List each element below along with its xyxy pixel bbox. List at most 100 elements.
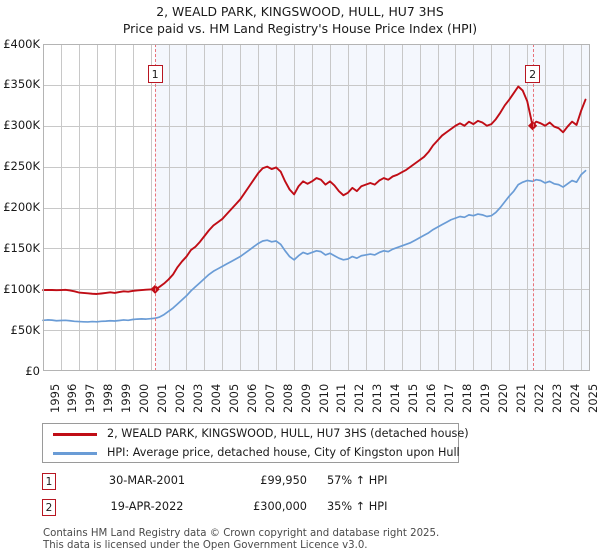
gridline-vertical [78,44,80,371]
gridline-vertical [168,44,170,371]
gridline-vertical [96,44,98,371]
x-axis-tick-label: 2008 [280,383,295,413]
gridline-vertical [276,44,278,371]
gridline-horizontal [43,330,590,332]
gridline-vertical [401,44,403,371]
gridline-horizontal [43,248,590,250]
x-axis-tick-label: 2025 [585,383,600,413]
y-axis-tick-label: £250K [3,159,40,174]
x-axis-tick-label: 2016 [424,383,439,413]
x-axis-tick-label: 2024 [567,383,582,413]
x-axis-tick-label: 2021 [513,383,528,413]
x-axis-tick-label: 2006 [244,383,259,413]
x-axis-tick-label: 2015 [406,383,421,413]
event-marker-badge[interactable]: 2 [525,65,541,83]
event-marker-badge[interactable]: 1 [147,65,163,83]
gridline-vertical [222,44,224,371]
legend-item-price-paid: 2, WEALD PARK, KINGSWOOD, HULL, HU7 3HS … [43,424,469,444]
gridline-horizontal [43,207,590,209]
transaction-hpi-delta: 57% ↑ HPI [327,474,388,487]
gridline-vertical [132,44,134,371]
gridline-horizontal [43,166,590,168]
y-axis-tick-label: £200K [3,200,40,214]
gridline-vertical [186,44,188,371]
gridline-vertical [329,44,331,371]
transaction-price: £300,000 [253,500,307,513]
transaction-price: £99,950 [260,474,307,487]
gridline-vertical [347,44,349,371]
chart-legend: 2, WEALD PARK, KINGSWOOD, HULL, HU7 3HS … [42,423,469,463]
gridline-vertical [419,44,421,371]
y-axis-tick-label: £100K [3,281,40,296]
table-row[interactable]: 1 30-MAR-2001 £99,950 57% ↑ HPI [42,470,472,496]
gridline-vertical [258,44,260,371]
gridline-vertical [491,44,493,371]
gridline-vertical [473,44,475,371]
x-axis-tick-label: 2005 [226,383,241,413]
footer-attribution: Contains HM Land Registry data © Crown c… [43,528,583,552]
gridline-vertical [204,44,206,371]
x-axis-tick-label: 2009 [298,383,313,413]
gridline-horizontal [43,125,590,127]
footer-licence-line: This data is licensed under the Open Gov… [43,540,368,551]
series-line-hpi [42,169,587,323]
x-axis-tick-label: 1995 [47,383,62,413]
gridline-vertical [527,44,529,371]
gridline-vertical [294,44,296,371]
transaction-index-badge: 1 [42,473,56,490]
y-axis-tick-label: £150K [3,240,40,255]
y-axis-tick-label: £350K [3,77,40,92]
gridline-vertical [545,44,547,371]
gridline-horizontal [43,289,590,291]
x-axis-tick-label: 2019 [477,383,492,413]
y-axis-tick-label: £50K [10,322,41,337]
legend-swatch-hpi-icon [53,452,97,455]
gridline-vertical [581,44,583,371]
footer-copyright-line: Contains HM Land Registry data © Crown c… [43,528,440,539]
x-axis-tick-label: 2014 [388,383,403,413]
x-axis-tick-label: 2023 [549,383,564,413]
gridline-horizontal [43,84,590,86]
x-axis-tick-label: 2004 [208,383,223,413]
chart-title-block: 2, WEALD PARK, KINGSWOOD, HULL, HU7 3HS … [0,3,600,37]
series-lines [42,85,587,323]
table-row[interactable]: 2 19-APR-2022 £300,000 35% ↑ HPI [42,496,472,522]
x-axis-tick-label: 2001 [155,383,170,413]
gridline-vertical [60,44,62,371]
gridline-vertical [365,44,367,371]
x-axis-tick-label: 2018 [459,383,474,413]
y-axis-tick-label: £0 [25,363,40,378]
legend-label-price-paid: 2, WEALD PARK, KINGSWOOD, HULL, HU7 3HS … [107,427,469,440]
gridline-vertical [150,44,152,371]
event-marker-line [532,44,534,371]
x-axis-tick-label: 2022 [531,383,546,413]
gridline-vertical [114,44,116,371]
x-axis-tick-label: 2000 [137,383,152,413]
gridline-vertical [509,44,511,371]
transaction-hpi-delta: 35% ↑ HPI [327,500,388,513]
x-axis-tick-label: 2020 [495,383,510,413]
gridline-vertical [563,44,565,371]
legend-label-hpi: HPI: Average price, detached house, City… [107,446,460,459]
legend-swatch-price-paid-icon [53,433,97,436]
x-axis-labels: 1995 1996 1997 1998 1999 2000 2001 2002 2003 2004… [43,371,600,415]
gridline-vertical [240,44,242,371]
transaction-date: 30-MAR-2001 [108,474,186,487]
x-axis-tick-label: 2017 [442,383,457,413]
x-axis-tick-label: 2003 [190,383,205,413]
x-axis-tick-label: 2002 [173,383,188,413]
chart-plot-area [42,44,590,371]
y-axis-tick-label: £300K [3,118,40,133]
event-marker-line [155,44,157,371]
y-axis-tick-label: £400K [3,36,40,51]
x-axis-tick-label: 2007 [262,383,277,413]
legend-item-hpi: HPI: Average price, detached house, City… [43,443,460,463]
x-axis-tick-label: 2013 [370,383,385,413]
transaction-table: 1 30-MAR-2001 £99,950 57% ↑ HPI 2 19-APR… [42,470,472,522]
page-subtitle: Price paid vs. HM Land Registry's House … [122,21,478,36]
series-line-price-paid [42,85,587,295]
x-axis-tick-label: 1999 [119,383,134,413]
transaction-index-badge: 2 [42,499,56,516]
x-axis-tick-label: 2010 [316,383,331,413]
